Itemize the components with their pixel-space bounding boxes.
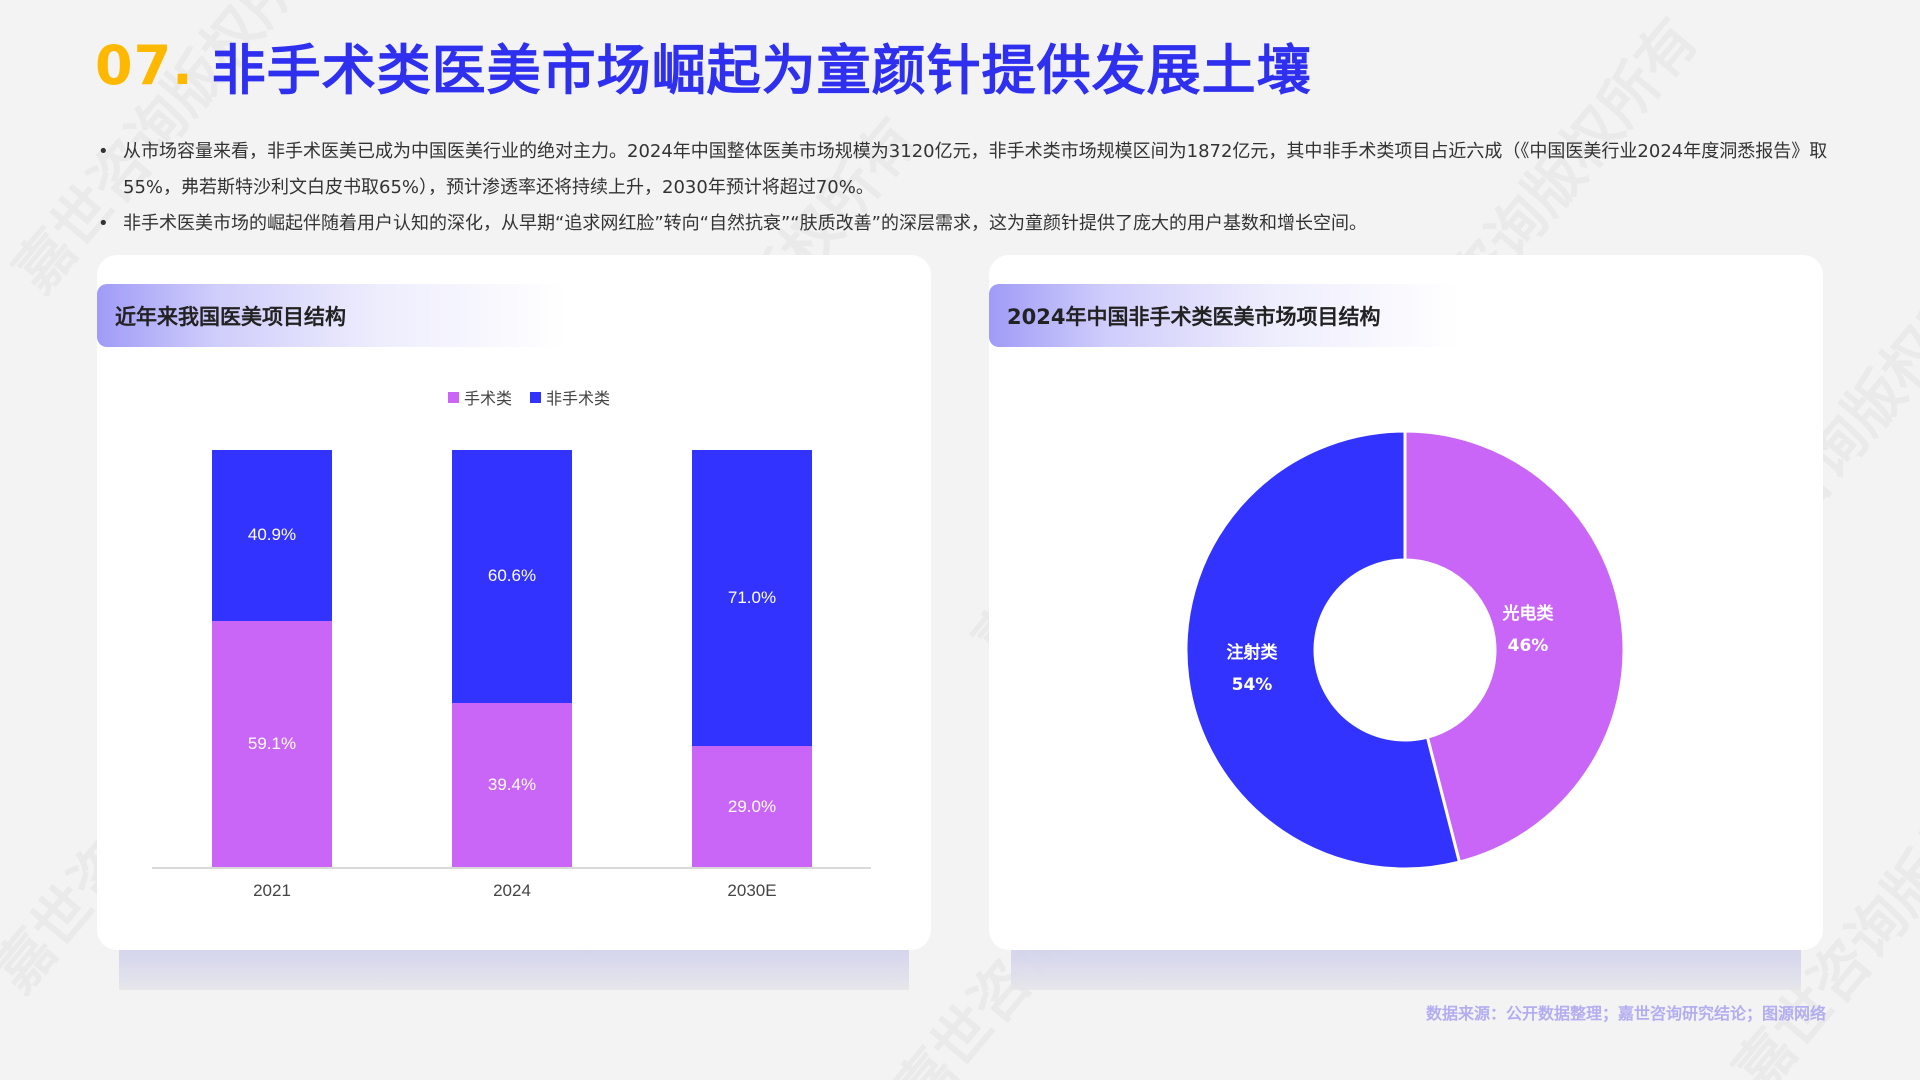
legend-swatch-icon [530, 391, 541, 403]
bar-segment-non-surgical: 40.9% [212, 450, 332, 621]
donut-svg [1184, 429, 1626, 871]
donut-slice-photoelectric[interactable] [1403, 429, 1626, 864]
card-title: 2024年中国非手术类医美市场项目结构 [989, 284, 1459, 347]
slice-label-photoelectric: 光电类 46% [1488, 598, 1568, 662]
data-label: 59.1% [247, 733, 297, 753]
donut-chart: 光电类 46% 注射类 54% [1184, 429, 1626, 871]
title-text: 非手术类医美市场崛起为童颜针提供发展土壤 [211, 38, 1312, 102]
bar-2024[interactable]: 60.6% 39.4% [452, 450, 572, 867]
legend-swatch-icon [447, 391, 459, 403]
legend-item-non-surgical[interactable]: 非手术类 [530, 385, 610, 409]
slice-category: 光电类 [1502, 604, 1554, 624]
bar-segment-surgical: 59.1% [212, 620, 332, 867]
donut-chart-card: 2024年中国非手术类医美市场项目结构 光电类 46% 注射类 54% [989, 255, 1823, 950]
slice-label-injection: 注射类 54% [1212, 637, 1292, 701]
x-tick-label: 2030E [727, 881, 777, 900]
bar-2030e[interactable]: 71.0% 29.0% [692, 450, 812, 867]
data-source-note: 数据来源：公开数据整理；嘉世咨询研究结论；图源网络 [1425, 1004, 1826, 1023]
slice-value: 54% [1231, 675, 1273, 695]
legend-label: 非手术类 [546, 389, 611, 408]
slice-category: 注射类 [1226, 643, 1278, 663]
bullet-list: • 从市场容量来看，非手术医美已成为中国医美行业的绝对主力。2024年中国整体医… [96, 134, 1836, 242]
slice-value: 46% [1507, 636, 1549, 656]
legend-item-surgical[interactable]: 手术类 [447, 385, 512, 409]
data-label: 60.6% [487, 566, 537, 586]
bullet-dot-icon: • [98, 213, 109, 234]
x-axis-line [152, 867, 871, 869]
data-label: 29.0% [727, 796, 777, 816]
x-tick-label: 2021 [253, 881, 291, 900]
bar-segment-surgical: 39.4% [452, 702, 572, 867]
x-tick-label: 2024 [493, 881, 531, 900]
bullet-item: • 从市场容量来看，非手术医美已成为中国医美行业的绝对主力。2024年中国整体医… [96, 134, 1836, 206]
data-label: 71.0% [727, 588, 777, 608]
bar-plot-area: 40.9% 59.1% 60.6% 39.4% 71.0% 29.0% 2021… [97, 255, 931, 950]
bullet-item: • 非手术医美市场的崛起伴随着用户认知的深化，从早期“追求网红脸”转向“自然抗衰… [96, 206, 1836, 242]
section-number: 07. [95, 33, 194, 97]
bullet-dot-icon: • [98, 141, 109, 162]
bar-segment-non-surgical: 60.6% [452, 450, 572, 703]
chart-legend: 手术类 非手术类 [97, 385, 931, 409]
donut-slice-injection[interactable] [1184, 429, 1462, 871]
page-title: 07. 非手术类医美市场崛起为童颜针提供发展土壤 [95, 30, 1312, 102]
bar-2021[interactable]: 40.9% 59.1% [212, 450, 332, 867]
legend-label: 手术类 [463, 389, 512, 408]
bullet-text: 从市场容量来看，非手术医美已成为中国医美行业的绝对主力。2024年中国整体医美市… [123, 141, 1828, 198]
data-label: 39.4% [487, 774, 537, 794]
bar-segment-non-surgical: 71.0% [692, 450, 812, 747]
bar-chart-card: 近年来我国医美项目结构 手术类 非手术类 40.9% 59.1% 60.6% 3… [97, 255, 931, 950]
bar-segment-surgical: 29.0% [692, 746, 812, 867]
bullet-text: 非手术医美市场的崛起伴随着用户认知的深化，从早期“追求网红脸”转向“自然抗衰”“… [123, 213, 1367, 234]
card-title: 近年来我国医美项目结构 [97, 284, 567, 347]
data-label: 40.9% [247, 525, 297, 545]
